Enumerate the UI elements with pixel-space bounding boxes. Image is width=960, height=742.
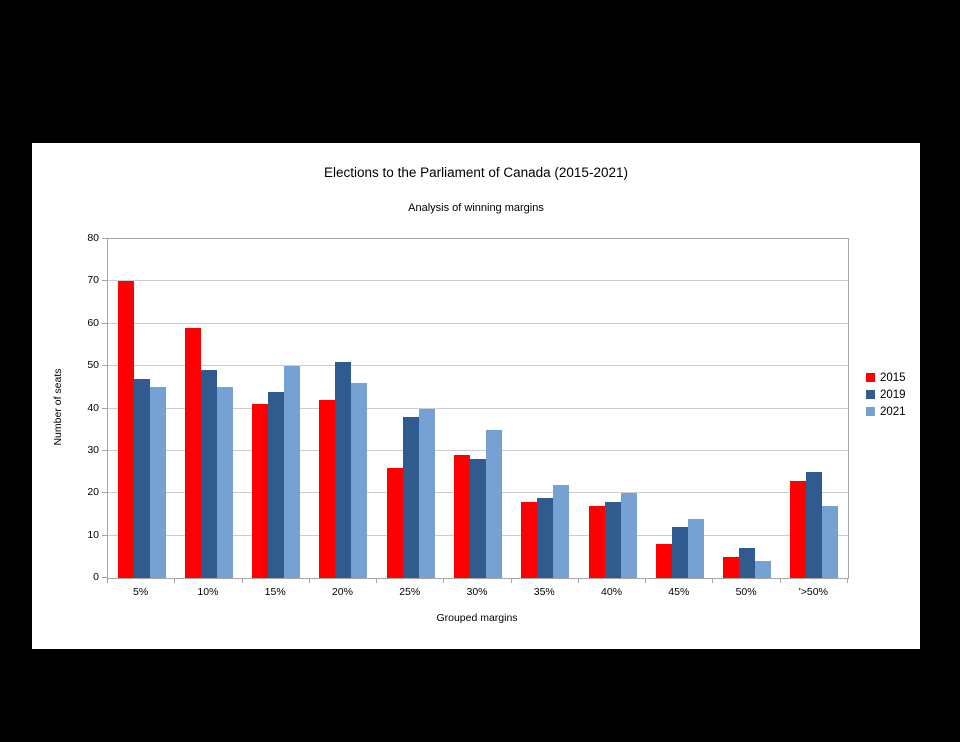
legend-label: 2021 [880,405,906,418]
bar-2019 [133,378,150,578]
bar-2019 [604,501,621,578]
bar-2015 [588,505,605,578]
y-axis-tick [102,534,107,536]
x-axis-category-label: 30% [466,586,488,598]
bar-2015 [790,480,807,578]
chart-title: Elections to the Parliament of Canada (2… [324,165,628,180]
bar-2021 [149,387,166,578]
x-axis-tick [241,578,243,583]
y-axis-tick [102,280,107,282]
y-axis-tick-label: 70 [87,274,99,287]
chart-subtitle: Analysis of winning margins [408,202,544,214]
x-axis-tick [645,578,647,583]
chart-canvas: Elections to the Parliament of Canada (2… [32,143,920,649]
x-axis-tick [308,578,310,583]
x-axis-tick [577,578,579,583]
y-axis-tick-label: 50 [87,359,99,372]
legend-item: 2015 [866,369,906,386]
legend-item: 2021 [866,403,906,420]
x-axis-category-label: 15% [264,586,286,598]
y-axis-tick-label: 40 [87,401,99,414]
x-axis-category-label: 50% [735,586,757,598]
x-axis-category-label: 20% [331,586,353,598]
bar-2019 [739,548,756,578]
gridline [108,407,848,409]
y-axis-tick [102,322,107,324]
x-axis-tick [443,578,445,583]
bar-2015 [723,556,740,578]
bar-2021 [620,493,637,578]
x-axis-category-label: 10% [197,586,219,598]
bar-2019 [671,527,688,578]
x-axis-category-label: 45% [668,586,690,598]
y-axis-tick-label: 20 [87,486,99,499]
y-axis-tick [102,449,107,451]
y-axis-tick [102,407,107,409]
bar-2019 [335,361,352,578]
y-axis-tick [102,492,107,494]
y-axis-tick [102,577,107,578]
legend-label: 2019 [880,388,906,401]
x-axis-category-label: '>50% [798,586,828,598]
y-axis-title: Number of seats [52,368,64,446]
bar-2015 [386,467,403,578]
bar-2015 [655,544,672,578]
x-axis-title: Grouped margins [436,612,518,624]
y-axis-tick [102,238,107,239]
bar-2015 [521,501,538,578]
legend-marker-2021 [866,407,875,416]
bar-2021 [553,484,570,578]
bar-2021 [418,408,435,578]
bar-2019 [470,459,486,578]
bar-2019 [268,391,285,578]
y-axis-tick-label: 60 [87,316,99,329]
y-axis-tick [102,365,107,367]
bar-2021 [755,561,772,578]
x-axis-tick [510,578,512,583]
x-axis-tick [107,578,108,583]
legend: 2015 2019 2021 [866,369,906,420]
bar-2021 [486,429,502,578]
plot-area [107,238,849,579]
bar-2015 [319,400,336,578]
bar-2019 [537,497,554,578]
bar-2021 [216,387,233,578]
legend-label: 2015 [880,371,906,384]
x-axis-category-label: 5% [133,586,149,598]
x-axis-tick [376,578,378,583]
x-axis-category-label: 40% [601,586,623,598]
bar-2019 [402,416,419,578]
y-axis-tick-label: 0 [93,571,99,583]
bar-2015 [252,404,269,578]
x-axis-tick [712,578,714,583]
x-axis-tick [847,578,848,583]
bar-2021 [351,383,368,578]
bar-2019 [200,370,217,578]
legend-item: 2019 [866,386,906,403]
legend-marker-2015 [866,373,875,382]
legend-marker-2019 [866,390,875,399]
gridline [108,449,848,451]
bar-2015 [454,455,470,578]
gridline [108,322,848,324]
x-axis-category-label: 35% [533,586,555,598]
bar-2015 [184,328,201,578]
bar-2015 [117,281,134,578]
y-axis-tick-label: 30 [87,443,99,456]
x-axis-category-label: 25% [399,586,421,598]
bar-2021 [284,366,301,578]
bar-2021 [822,505,839,578]
x-axis-tick [174,578,176,583]
y-axis-tick-label: 10 [87,528,99,541]
y-axis-tick-label: 80 [87,232,99,244]
bar-2021 [687,518,704,578]
bar-2019 [806,472,823,578]
gridline [108,365,848,367]
gridline [108,280,848,282]
x-axis-tick [779,578,781,583]
